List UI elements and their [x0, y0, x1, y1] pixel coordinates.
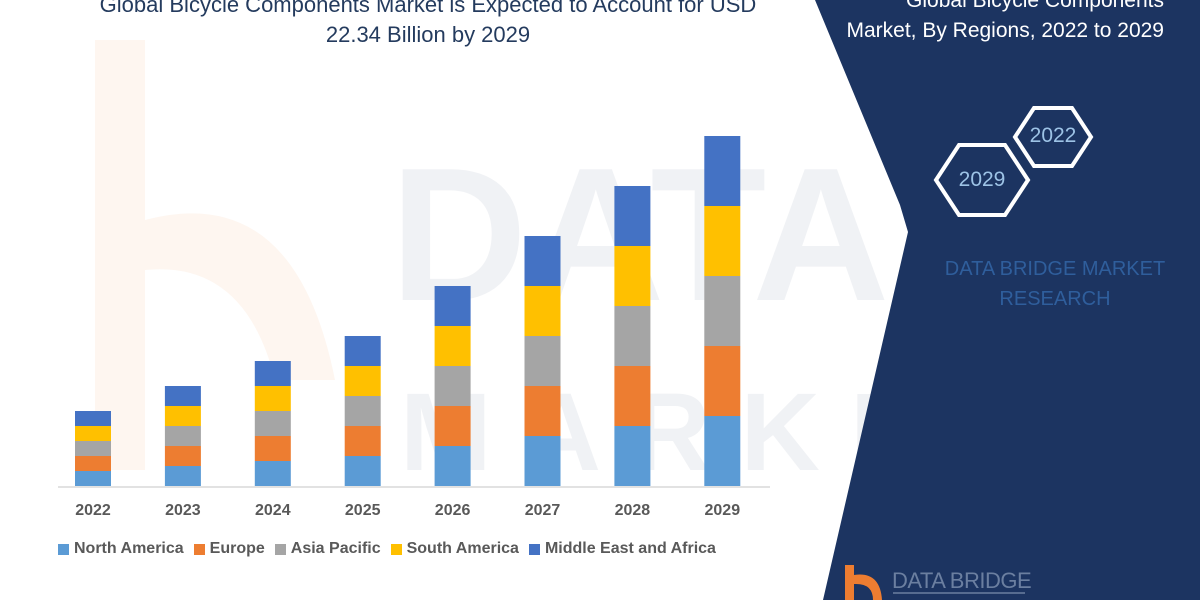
bar-segment-2028-europe [614, 366, 651, 426]
legend-label: Europe [209, 540, 265, 557]
bar-segment-2029-middle-east-and-africa [704, 136, 741, 206]
bar-segment-2024-asia-pacific [254, 411, 291, 436]
bar-segment-2029-south-america [704, 206, 741, 276]
chart-title: Global Bicycle Components Market is Expe… [40, 0, 816, 50]
bar-segment-2024-south-america [254, 386, 291, 411]
bar-segment-2026-south-america [434, 326, 471, 366]
bar-segment-2022-north-america [75, 471, 111, 486]
x-tick-label: 2024 [255, 502, 291, 519]
bar-segment-2022-south-america [75, 426, 111, 441]
bar-segment-2029-north-america [704, 416, 741, 486]
side-panel [815, 0, 1200, 600]
logo-text: DATA BRIDGE [892, 568, 1032, 593]
bar-segment-2029-europe [704, 346, 741, 416]
bar-segment-2028-south-america [614, 246, 651, 306]
legend-swatch [390, 543, 402, 555]
bar-segment-2026-europe [434, 406, 471, 446]
bar-segment-2025-asia-pacific [344, 396, 381, 426]
bar-segment-2022-asia-pacific [75, 441, 111, 456]
legend-label: Middle East and Africa [544, 540, 716, 557]
x-tick-label: 2029 [704, 502, 741, 519]
chart-title-line-1: Global Bicycle Components Market is Expe… [99, 0, 757, 17]
bar-segment-2027-north-america [524, 436, 561, 486]
bar-segment-2027-europe [524, 386, 561, 436]
legend: North America Europe Asia Pacific South Ame… [58, 540, 716, 558]
bar-segment-2023-south-america [164, 406, 201, 426]
bar-segment-2023-asia-pacific [164, 426, 201, 446]
legend-label: South America [406, 540, 519, 557]
bar-segment-2025-south-america [344, 366, 381, 396]
hexagon-2022 [1012, 106, 1094, 168]
watermark-logo [95, 40, 335, 470]
bar-segment-2023-middle-east-and-africa [164, 386, 201, 406]
bar-segment-2027-asia-pacific [524, 336, 561, 386]
x-tick-label: 2027 [524, 502, 561, 519]
bar-segment-2024-north-america [254, 461, 291, 486]
bar-segment-2025-north-america [344, 456, 381, 486]
hex-label-2022: 2022 [1029, 124, 1077, 147]
chart-title-line-2: 22.34 Billion by 2029 [325, 22, 531, 47]
legend-swatch [193, 543, 205, 555]
legend-item: Europe [193, 540, 265, 558]
legend-item: South America [390, 540, 519, 558]
legend-label: North America [74, 540, 184, 557]
bar-segment-2024-middle-east-and-africa [254, 361, 291, 386]
bar-segment-2028-middle-east-and-africa [614, 186, 651, 246]
bar-segment-2023-europe [164, 446, 201, 466]
x-tick-label: 2028 [614, 502, 651, 519]
x-tick-label: 2025 [344, 502, 381, 519]
x-tick-label: 2023 [165, 502, 201, 519]
bar-segment-2024-europe [254, 436, 291, 461]
brand-line-2: RESEARCH [999, 288, 1111, 310]
legend-item: North America [58, 540, 184, 558]
bar-segment-2027-middle-east-and-africa [524, 236, 561, 286]
bar-segment-2022-europe [75, 456, 111, 471]
bar-segment-2026-middle-east-and-africa [434, 286, 471, 326]
bar-segment-2029-asia-pacific [704, 276, 741, 346]
bar-segment-2028-north-america [614, 426, 651, 486]
bar-segment-2022-middle-east-and-africa [75, 411, 111, 426]
bar-segment-2025-europe [344, 426, 381, 456]
legend-item: Asia Pacific [274, 540, 381, 558]
logo-icon [845, 565, 882, 600]
bar-segment-2023-north-america [164, 466, 201, 486]
hex-label-2029: 2029 [958, 168, 1006, 191]
bar-segment-2026-asia-pacific [434, 366, 471, 406]
legend-swatch [274, 543, 286, 555]
legend-swatch [58, 543, 69, 555]
bar-segment-2027-south-america [524, 286, 561, 336]
x-tick-label: 2026 [434, 502, 471, 519]
panel-title: Global Bicycle Components Market, By Reg… [846, 0, 1164, 42]
legend-label: Asia Pacific [290, 540, 381, 557]
bar-segment-2026-north-america [434, 446, 471, 486]
bar-segment-2028-asia-pacific [614, 306, 651, 366]
bar-segment-2025-middle-east-and-africa [344, 336, 381, 366]
legend-item: Middle East and Africa [528, 540, 716, 558]
hexagon-2029 [933, 143, 1031, 217]
brand-text: DATA BRIDGE MARKET RESEARCH [920, 254, 1190, 314]
bars-group [75, 136, 741, 486]
x-tick-label: 2022 [75, 502, 111, 519]
brand-line-1: DATA BRIDGE MARKET [944, 258, 1166, 280]
legend-swatch [528, 543, 540, 555]
